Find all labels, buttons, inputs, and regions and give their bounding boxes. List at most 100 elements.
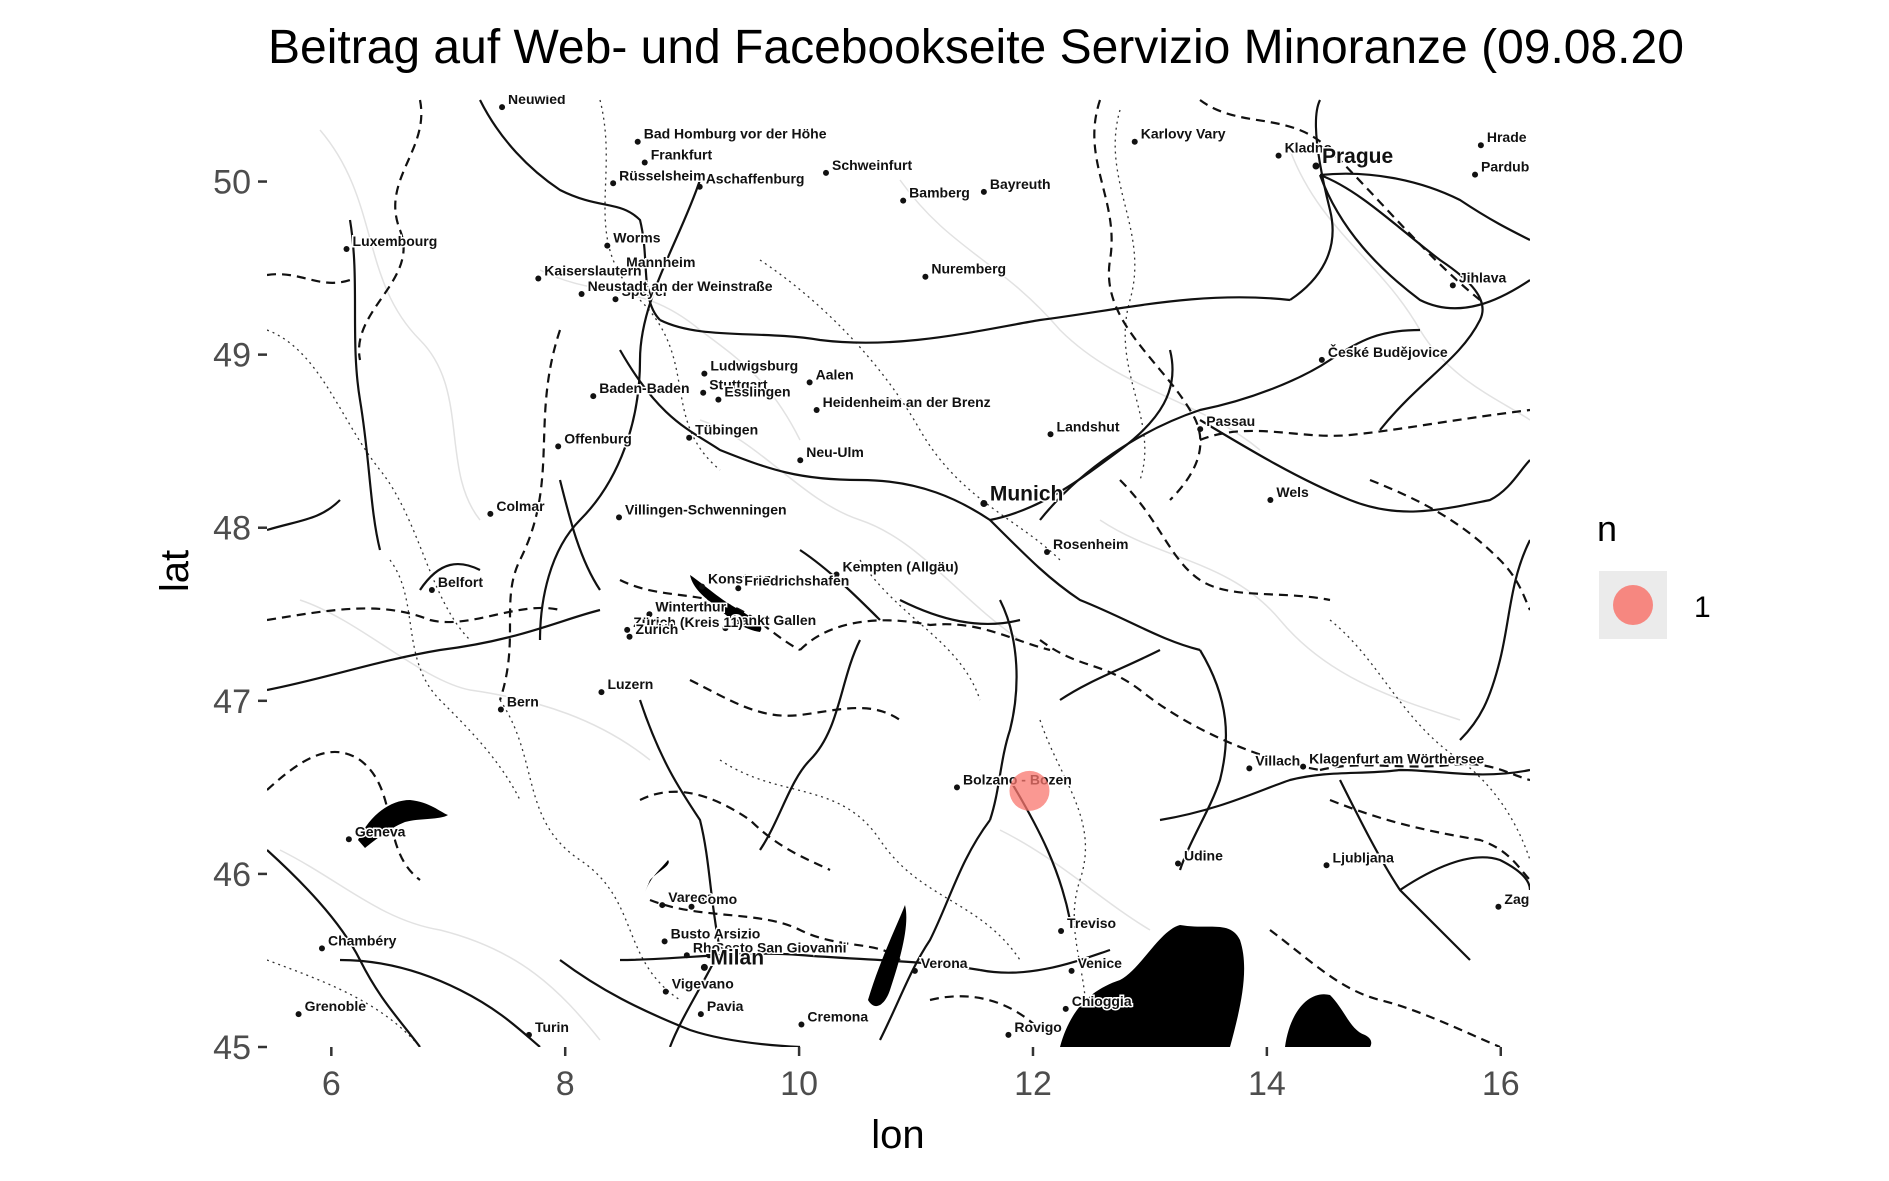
city: eux	[211, 927, 244, 946]
city: Offenburg	[555, 429, 633, 450]
city-marker	[1068, 967, 1075, 974]
legend-label: 1	[1694, 591, 1711, 624]
city-label: Rüsselsheim	[619, 167, 705, 183]
legend-point	[1613, 585, 1653, 625]
city: Bern	[497, 692, 540, 713]
city: Heidenheim an der Brenz	[813, 393, 992, 414]
city: Bayreuth	[980, 174, 1052, 195]
city-label: Zürich (Kreis 11)	[633, 614, 743, 630]
city: Milan	[700, 945, 766, 971]
y-tick-label: 46	[213, 856, 251, 894]
city: Rosenheim	[1044, 534, 1130, 555]
city: Luxembourg	[343, 232, 439, 253]
lake-como	[645, 860, 669, 892]
x-tick-label: 10	[780, 1065, 818, 1103]
city-marker	[683, 952, 690, 959]
city: Munich	[980, 481, 1065, 507]
y-tick-label: 47	[213, 683, 251, 721]
city: Pardub	[1472, 157, 1530, 178]
data-points	[1009, 770, 1050, 811]
city-label: Stuttgart	[709, 377, 768, 393]
city-label: Klagenfurt am Wörthersee	[1309, 751, 1484, 767]
city: Busto Arsizio	[661, 924, 762, 945]
x-tick-label: 8	[556, 1065, 575, 1103]
city-marker	[953, 784, 960, 791]
chart-title: Beitrag auf Web- und Facebookseite Servi…	[268, 21, 1684, 74]
city: Aschaffenburg	[696, 169, 806, 190]
city-marker	[1058, 928, 1065, 935]
city-marker	[797, 457, 804, 464]
city: Aalen	[806, 365, 855, 386]
city-label: Schweinfurt	[832, 157, 912, 173]
city: Schweinfurt	[822, 155, 914, 176]
city: Rüsselsheim	[610, 166, 707, 187]
city: Nuremberg	[922, 259, 1008, 280]
city-label: České Budějovice	[1328, 343, 1448, 360]
city: Neustadt an der Weinstraße	[578, 277, 774, 298]
city-label: Hrade	[1487, 129, 1527, 145]
city: Rovigo	[1005, 1017, 1063, 1038]
city: Villach	[1246, 751, 1302, 772]
city-marker	[701, 370, 708, 377]
city-label: Vigevano	[672, 976, 734, 992]
city-label: Neuwied	[508, 91, 566, 107]
city-label: Frankfurt	[651, 147, 713, 163]
city-label: Tübingen	[695, 422, 758, 438]
city-marker	[179, 218, 185, 224]
city-marker	[1267, 497, 1274, 504]
city-marker	[626, 633, 633, 640]
city: Udine	[1174, 846, 1225, 867]
lake-constance	[690, 575, 762, 632]
city: Esslingen	[715, 382, 792, 403]
city-marker	[688, 903, 695, 910]
x-tick-label: 16	[1482, 1065, 1520, 1103]
city-marker	[428, 587, 435, 594]
city-label: Aalen	[816, 366, 854, 382]
city-marker	[700, 389, 707, 396]
city-label: Heidenheim an der Brenz	[823, 394, 991, 410]
city-marker	[535, 275, 542, 282]
city-label: Zurich	[636, 621, 679, 637]
city-marker	[487, 510, 494, 517]
city-marker	[598, 689, 605, 696]
city-marker	[798, 1021, 805, 1028]
city: Prague	[1312, 143, 1395, 170]
city: Jihlava	[1449, 268, 1508, 289]
city-marker	[1047, 431, 1054, 438]
data-point	[1009, 770, 1050, 811]
city-marker	[806, 379, 813, 386]
city-marker	[612, 296, 619, 303]
city-label: Grenoble	[305, 998, 367, 1014]
city-marker	[343, 246, 350, 253]
city: Frankfurt	[641, 145, 714, 166]
city-label: Chioggia	[1072, 993, 1132, 1009]
city: Rho	[683, 938, 722, 959]
city: Stuttgart	[700, 375, 769, 396]
city: Sankt Gallen	[722, 611, 818, 632]
city: Speyer	[612, 282, 670, 303]
city-marker	[1197, 426, 1204, 433]
city-marker	[1275, 152, 1282, 159]
legend-title: n	[1597, 508, 1617, 549]
city: Kempten (Allgäu)	[833, 557, 960, 578]
city-marker	[1472, 171, 1479, 178]
city-marker	[1131, 138, 1138, 145]
city: Luzern	[598, 675, 655, 696]
city-marker	[735, 585, 742, 592]
city: Belfort	[428, 573, 485, 594]
kvarner-gulf	[1285, 994, 1372, 1047]
city-label: Zagreb	[1504, 891, 1551, 907]
city-marker	[165, 352, 171, 358]
city-marker	[662, 988, 669, 995]
city-marker	[590, 393, 597, 400]
city-marker	[1477, 142, 1484, 149]
city-label: Nuremberg	[931, 261, 1006, 277]
city-marker	[813, 407, 820, 414]
lake-garda	[868, 905, 907, 1007]
city-label: eux	[220, 927, 244, 943]
city: Como	[688, 889, 739, 910]
city-label: Karlovy Vary	[1141, 126, 1226, 142]
y-axis-label: lat	[153, 550, 197, 592]
city: Chambéry	[318, 931, 398, 952]
